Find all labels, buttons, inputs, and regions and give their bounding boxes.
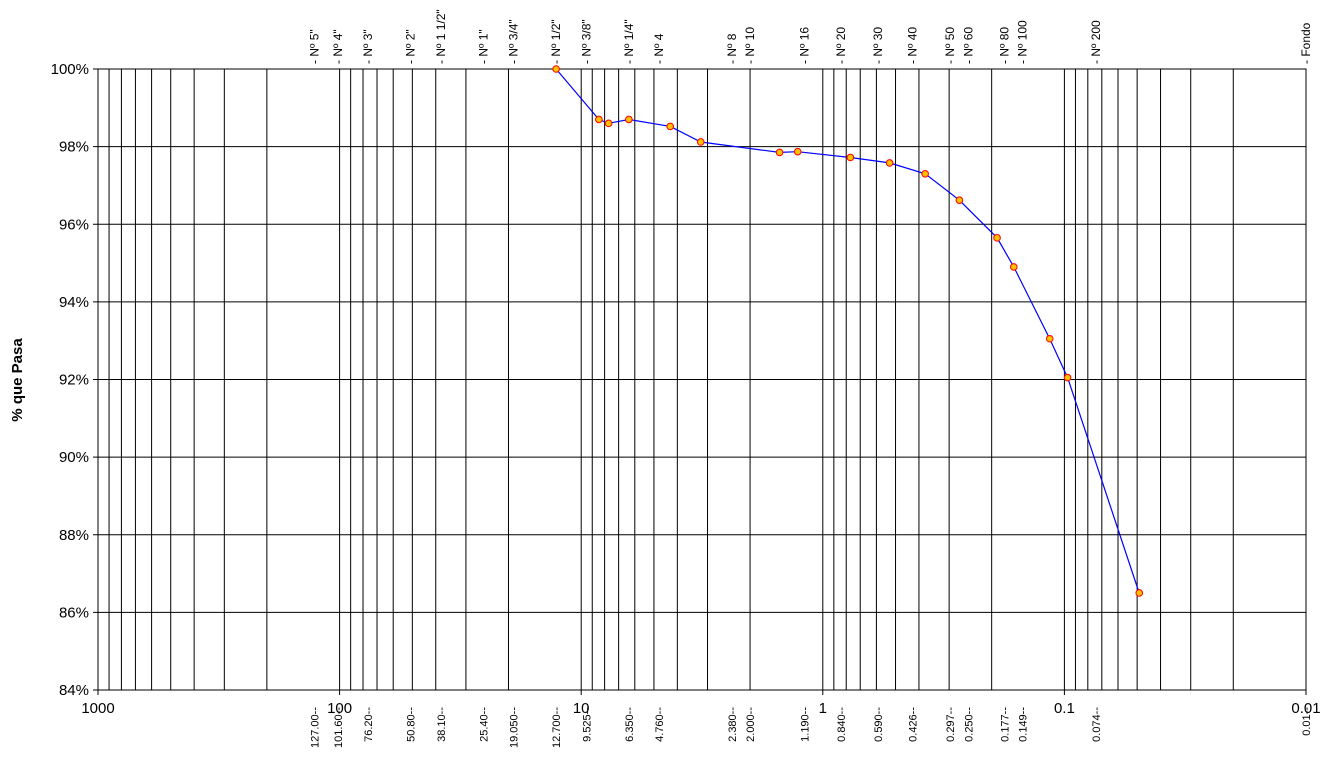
data-point-marker <box>604 119 613 128</box>
sieve-size-label: 127.00-- <box>310 707 322 748</box>
data-point-marker <box>595 115 603 124</box>
sieve-name-label: - Nº 4 <box>652 33 666 64</box>
x-tick-label: 1000 <box>81 700 114 717</box>
sieve-size-label: 4.760-- <box>654 707 666 742</box>
sieve-name-label: - Nº 5" <box>308 29 322 64</box>
sieve-size-label: 50.80-- <box>406 707 418 742</box>
data-point-marker <box>625 115 633 124</box>
sieve-name-label: - Nº 3/4" <box>507 19 521 64</box>
sieve-size-label: 2.000-- <box>745 707 757 742</box>
y-tick-label: 96% <box>59 216 89 233</box>
data-point-marker <box>696 138 705 146</box>
sieve-name-label: - Fondo <box>1299 22 1313 64</box>
data-point-marker <box>1135 589 1144 597</box>
y-tick-label: 98% <box>59 139 89 156</box>
sieve-name-label: - Nº 1/4" <box>622 19 636 64</box>
sieve-size-label: 0.177-- <box>999 707 1011 742</box>
data-point-marker <box>775 148 784 157</box>
x-tick-label: 100 <box>327 700 352 717</box>
sieve-name-label: - Nº 2" <box>404 29 418 64</box>
sieve-size-label: 0.01-- <box>1301 707 1313 736</box>
data-point-marker <box>846 153 855 162</box>
y-tick-label: 86% <box>59 604 89 621</box>
sieve-size-label: 0.149-- <box>1018 707 1030 742</box>
data-point-marker <box>955 196 964 204</box>
data-point-marker <box>793 147 802 156</box>
sieve-name-label: - Nº 4" <box>331 29 345 64</box>
sieve-name-label: - Nº 50 <box>943 27 957 64</box>
sieve-name-label: - Nº 16 <box>798 27 812 64</box>
sieve-name-label: - Nº 20 <box>834 27 848 64</box>
sieve-name-label: - Nº 1" <box>476 29 490 64</box>
sieve-size-label: 0.840-- <box>836 707 848 742</box>
y-tick-label: 100% <box>51 61 89 78</box>
sieve-name-label: - Nº 200 <box>1089 20 1103 64</box>
sieve-size-label: 0.426-- <box>907 707 919 742</box>
sieve-name-label: - Nº 40 <box>905 27 919 64</box>
sieve-size-label: 12.700-- <box>551 707 563 748</box>
sieve-name-label: - Nº 30 <box>871 27 885 64</box>
data-point-marker <box>666 122 675 131</box>
x-tick-label: 1 <box>819 700 827 717</box>
sieve-name-label: - Nº 100 <box>1016 20 1030 64</box>
sieve-name-label: - Nº 10 <box>743 27 757 64</box>
sieve-size-label: 9.525-- <box>581 707 593 742</box>
sieve-name-label: - Nº 60 <box>961 27 975 64</box>
sieve-name-label: - Nº 3" <box>361 29 375 64</box>
x-tick-label: 0.1 <box>1054 700 1075 717</box>
data-point-marker <box>552 65 560 73</box>
sieve-size-label: 6.350-- <box>624 707 636 742</box>
sieve-size-label: 76.20-- <box>363 707 375 742</box>
data-point-marker <box>1045 334 1054 343</box>
y-axis-label: % que Pasa <box>9 338 26 422</box>
sieve-size-label: 25.40-- <box>478 707 490 742</box>
y-tick-label: 94% <box>59 294 89 311</box>
data-point-marker <box>1063 373 1072 382</box>
y-tick-label: 92% <box>59 372 89 389</box>
sieve-size-label: 101.60-- <box>333 707 345 748</box>
y-tick-label: 88% <box>59 527 89 544</box>
series-line <box>555 68 1140 594</box>
sieve-name-label: - Nº 8 <box>725 33 739 64</box>
y-tick-label: 90% <box>59 449 89 466</box>
sieve-name-label: - Nº 1/2" <box>549 19 563 64</box>
data-point-marker <box>993 234 1001 242</box>
sieve-size-label: 0.590-- <box>873 707 885 742</box>
data-point-marker <box>885 159 894 167</box>
sieve-name-label: - Nº 80 <box>997 27 1011 64</box>
sieve-size-label: 38.10-- <box>436 707 448 742</box>
data-point-marker <box>921 169 929 178</box>
sieve-size-label: 1.190-- <box>800 707 812 742</box>
x-tick-label: 10 <box>573 700 590 717</box>
x-tick-label: 0.01 <box>1291 700 1320 717</box>
y-tick-label: 84% <box>59 682 89 699</box>
sieve-size-label: 0.074-- <box>1091 707 1103 742</box>
sieve-name-label: - Nº 1 1/2" <box>434 9 448 64</box>
sieve-size-label: 0.250-- <box>963 707 975 742</box>
data-point-marker <box>1009 263 1018 271</box>
sieve-size-label: 19.050-- <box>509 707 521 748</box>
sieve-size-label: 0.297-- <box>945 707 957 742</box>
sieve-name-label: - Nº 3/8" <box>579 19 593 64</box>
sieve-size-label: 2.380-- <box>727 707 739 742</box>
